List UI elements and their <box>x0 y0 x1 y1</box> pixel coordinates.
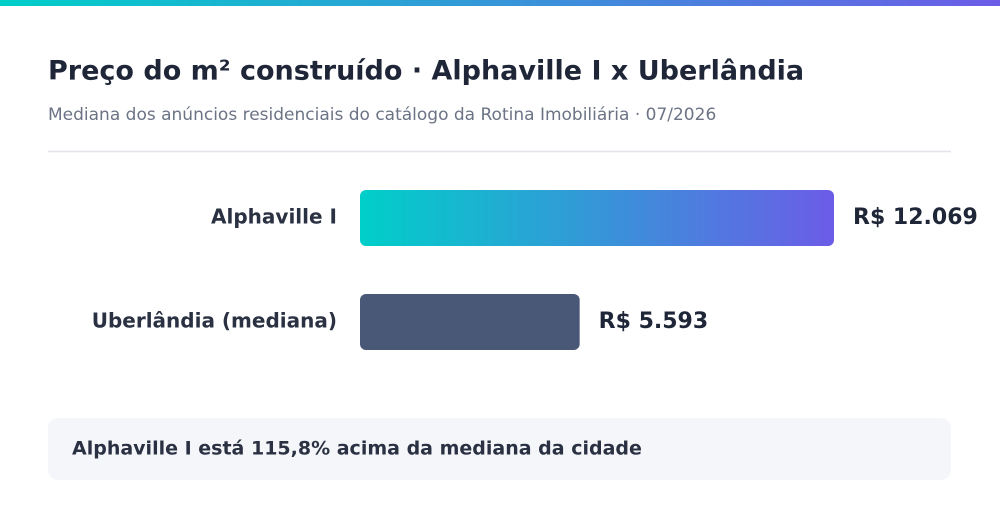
value-label: R$ 12.069 <box>853 205 978 230</box>
bar <box>360 190 834 246</box>
annotation: Alphaville I está 115,8% acima da median… <box>72 438 642 460</box>
note-box <box>48 418 951 480</box>
chart-title: Preço do m² construído · Alphaville I x … <box>48 56 804 87</box>
chart-subtitle: Mediana dos anúncios residenciais do cat… <box>48 105 716 125</box>
bar <box>360 294 580 350</box>
category-label: Uberlândia (mediana) <box>92 309 337 333</box>
value-label: R$ 5.593 <box>599 309 709 334</box>
top-accent <box>0 0 1000 6</box>
category-label: Alphaville I <box>211 205 337 229</box>
